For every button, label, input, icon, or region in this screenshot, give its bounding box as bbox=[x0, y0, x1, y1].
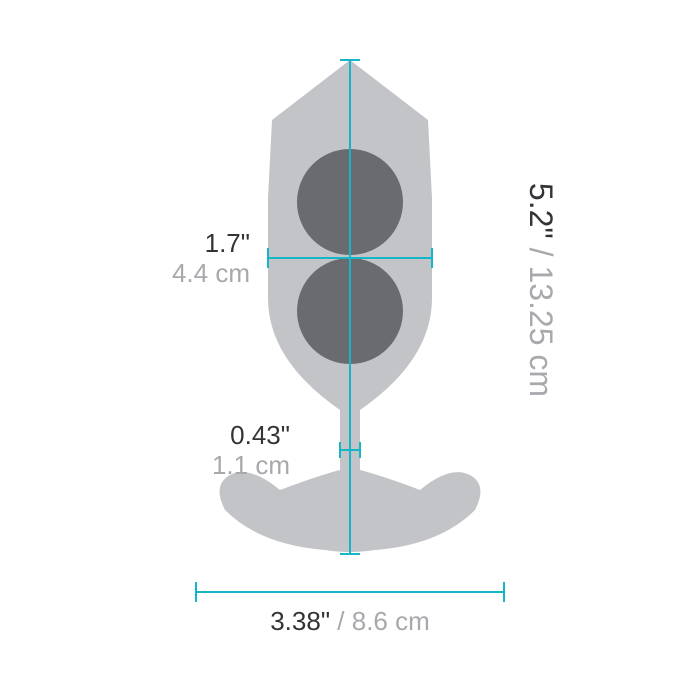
label-width-mid-in: 1.7" bbox=[205, 228, 250, 258]
label-stem-cm: 1.1 cm bbox=[212, 450, 290, 480]
label-height: 5.2" / 13.25 cm bbox=[523, 183, 559, 397]
label-width-mid-cm: 4.4 cm bbox=[172, 258, 250, 288]
label-stem-in: 0.43" bbox=[230, 420, 290, 450]
label-base: 3.38" / 8.6 cm bbox=[270, 606, 430, 636]
